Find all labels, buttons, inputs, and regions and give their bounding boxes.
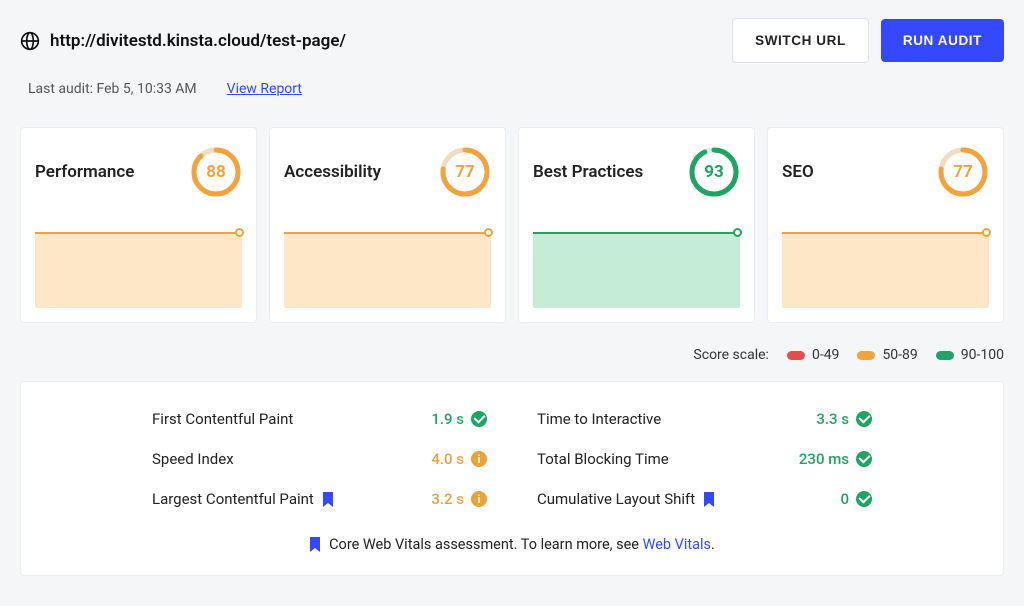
score-ring: 88	[190, 146, 242, 198]
score-value: 77	[937, 146, 989, 198]
check-icon	[856, 411, 872, 427]
score-ring: 77	[439, 146, 491, 198]
metric-value: 3.2 s i	[431, 490, 487, 508]
metric-row: Largest Contentful Paint 3.2 s i	[152, 490, 487, 508]
sparkline-area	[533, 232, 740, 308]
metric-label: Speed Index	[152, 450, 234, 468]
score-card: Performance 88	[20, 127, 257, 323]
legend-item-orange: 50-89	[857, 347, 917, 363]
bookmark-icon	[309, 537, 321, 552]
info-icon: i	[471, 451, 487, 467]
metric-value: 230 ms	[799, 450, 872, 468]
score-ring: 93	[688, 146, 740, 198]
bookmark-icon	[703, 492, 715, 507]
last-audit-text: Last audit: Feb 5, 10:33 AM	[28, 81, 197, 97]
card-title: Accessibility	[284, 162, 381, 182]
card-title: Best Practices	[533, 162, 643, 182]
metric-value: 1.9 s	[431, 410, 487, 428]
metric-value: 3.3 s	[816, 410, 872, 428]
metric-row: Speed Index 4.0 s i	[152, 450, 487, 468]
score-card: SEO 77	[767, 127, 1004, 323]
card-title: SEO	[782, 162, 814, 182]
page-url: http://divitestd.kinsta.cloud/test-page/	[50, 31, 346, 51]
switch-url-button[interactable]: SWITCH URL	[732, 18, 869, 63]
score-card: Accessibility 77	[269, 127, 506, 323]
legend-label: Score scale:	[693, 347, 769, 363]
metric-label: Largest Contentful Paint	[152, 490, 334, 508]
legend-item-green: 90-100	[936, 347, 1004, 363]
legend-item-red: 0-49	[787, 347, 839, 363]
globe-icon	[20, 31, 40, 51]
metric-label: Total Blocking Time	[537, 450, 669, 468]
metric-row: Total Blocking Time 230 ms	[537, 450, 872, 468]
card-title: Performance	[35, 162, 134, 182]
score-value: 77	[439, 146, 491, 198]
metric-value: 0	[840, 490, 872, 508]
metric-label: Cumulative Layout Shift	[537, 490, 715, 508]
bookmark-icon	[322, 492, 334, 507]
info-icon: i	[471, 491, 487, 507]
check-icon	[471, 411, 487, 427]
score-card: Best Practices 93	[518, 127, 755, 323]
metric-row: Cumulative Layout Shift 0	[537, 490, 872, 508]
metric-row: Time to Interactive 3.3 s	[537, 410, 872, 428]
sparkline-area	[284, 232, 491, 308]
score-value: 93	[688, 146, 740, 198]
sparkline-area	[782, 232, 989, 308]
metric-value: 4.0 s i	[431, 450, 487, 468]
check-icon	[856, 451, 872, 467]
web-vitals-link[interactable]: Web Vitals	[643, 536, 711, 553]
metric-row: First Contentful Paint 1.9 s	[152, 410, 487, 428]
run-audit-button[interactable]: RUN AUDIT	[881, 19, 1004, 62]
check-icon	[856, 491, 872, 507]
view-report-link[interactable]: View Report	[227, 81, 302, 97]
metric-label: Time to Interactive	[537, 410, 661, 428]
footer-text: Core Web Vitals assessment. To learn mor…	[329, 536, 715, 553]
score-ring: 77	[937, 146, 989, 198]
metric-label: First Contentful Paint	[152, 410, 293, 428]
score-value: 88	[190, 146, 242, 198]
sparkline-area	[35, 232, 242, 308]
